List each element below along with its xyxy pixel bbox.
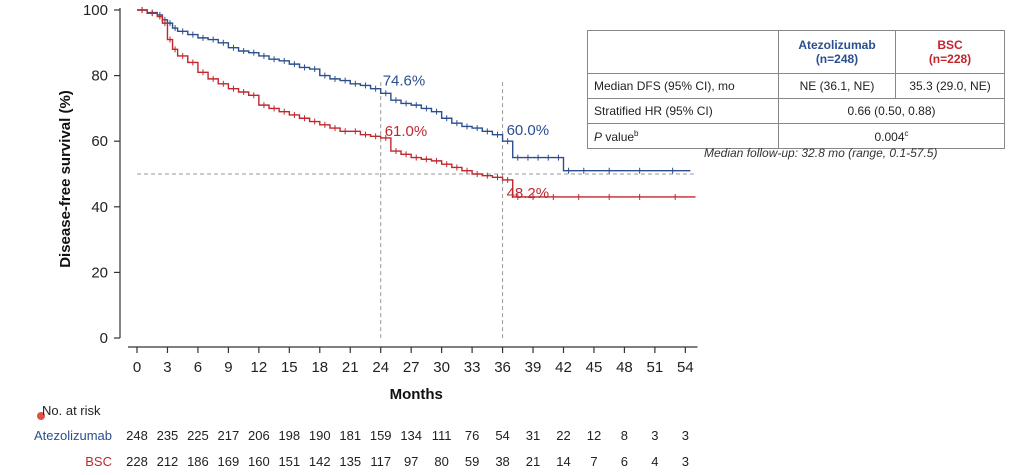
x-tick-label: 15 [281,359,298,376]
x-tick-label: 24 [372,359,389,376]
risk-count-bsc: 7 [590,454,598,469]
risk-count-atezo: 159 [369,428,392,443]
risk-count-bsc: 151 [278,454,301,469]
risk-count-bsc: 186 [187,454,209,469]
risk-count-atezo: 8 [620,428,629,443]
p-value: 0.004c [778,123,1005,149]
hr-label: Stratified HR (95% CI) [587,98,779,124]
annotation-label: 48.2% [507,185,550,202]
risk-count-bsc: 169 [217,454,240,469]
p-label-rest: value [602,129,635,144]
median-dfs-label: Median DFS (95% CI), mo [587,73,779,99]
x-tick-label: 48 [616,359,633,376]
p-value-number: 0.004 [874,129,905,144]
x-tick-label: 36 [494,359,511,376]
km-curve-bsc [137,9,696,198]
risk-count-atezo: 3 [651,428,659,443]
summary-table: Atezolizumab (n=248) BSC (n=228) Median … [587,30,1005,149]
risk-count-bsc: 160 [247,454,270,469]
risk-count-bsc: 97 [403,454,419,469]
y-tick-label: 60 [91,133,108,150]
hr-value: 0.66 (0.50, 0.88) [778,98,1005,124]
risk-marker-dot [37,412,45,420]
risk-count-atezo: 198 [278,428,301,443]
risk-count-bsc: 212 [156,454,179,469]
summary-table-corner [587,30,779,74]
risk-count-atezo: 111 [431,428,452,443]
risk-count-bsc: 3 [681,454,689,469]
x-tick-label: 51 [647,359,664,376]
bsc-header-n: (n=228) [928,52,972,66]
y-axis-label: Disease-free survival (%) [57,90,74,268]
p-label-sup: b [634,128,639,138]
risk-count-atezo: 206 [247,428,270,443]
risk-table-title: No. at risk [42,403,101,418]
p-italic: P [594,129,603,144]
median-followup-note: Median follow-up: 32.8 mo (range, 0.1-57… [704,146,938,160]
risk-count-bsc: 6 [620,454,629,469]
risk-count-atezo: 54 [495,428,510,443]
risk-count-atezo: 31 [525,428,541,443]
risk-count-atezo: 225 [187,428,209,443]
risk-count-bsc: 21 [525,454,541,469]
p-value-sup: c [904,128,909,138]
x-tick-label: 21 [342,359,359,376]
x-tick-label: 3 [163,359,171,376]
atezo-header-n: (n=248) [815,52,859,66]
atezo-header-name: Atezolizumab [798,38,876,52]
x-tick-label: 6 [194,359,202,376]
risk-count-atezo: 22 [556,428,571,443]
x-tick-label: 27 [403,359,420,376]
x-tick-label: 42 [555,359,572,376]
risk-count-bsc: 228 [126,454,148,469]
y-tick-label: 40 [91,199,108,216]
summary-col-atezolizumab: Atezolizumab (n=248) [778,30,896,74]
risk-count-bsc: 135 [339,454,362,469]
risk-count-atezo: 3 [681,428,689,443]
risk-count-bsc: 14 [556,454,571,469]
summary-col-bsc: BSC (n=228) [895,30,1005,74]
y-tick-label: 20 [91,264,108,281]
x-tick-label: 18 [311,359,328,376]
risk-count-bsc: 38 [495,454,510,469]
risk-count-atezo: 190 [308,428,331,443]
x-tick-label: 12 [251,359,268,376]
median-dfs-bsc: 35.3 (29.0, NE) [895,73,1005,99]
x-tick-label: 39 [525,359,542,376]
y-tick-label: 80 [91,68,108,85]
risk-count-atezo: 181 [339,428,362,443]
y-tick-label: 100 [83,2,108,19]
x-tick-label: 0 [133,359,141,376]
annotation-label: 60.0% [507,122,550,139]
risk-count-bsc: 142 [308,454,331,469]
risk-count-atezo: 76 [464,428,480,443]
bsc-header-name: BSC [937,38,963,52]
x-tick-label: 33 [464,359,481,376]
risk-count-bsc: 117 [370,454,392,469]
annotation-label: 61.0% [385,123,428,140]
x-tick-label: 30 [433,359,450,376]
risk-label-bsc: BSC [85,454,112,469]
x-tick-label: 45 [586,359,603,376]
risk-count-atezo: 134 [400,428,423,443]
x-tick-label: 9 [224,359,232,376]
annotation-label: 74.6% [383,72,426,89]
median-dfs-atezo: NE (36.1, NE) [778,73,896,99]
risk-count-atezo: 248 [126,428,148,443]
x-axis-label: Months [390,386,443,403]
risk-count-atezo: 217 [217,428,240,443]
risk-count-atezo: 235 [156,428,179,443]
risk-count-bsc: 59 [464,454,480,469]
p-value-label: P valueb [587,123,779,149]
risk-count-bsc: 80 [434,454,449,469]
risk-count-atezo: 12 [586,428,602,443]
x-tick-label: 54 [677,359,694,376]
y-tick-label: 0 [100,330,108,347]
risk-count-bsc: 4 [651,454,659,469]
risk-label-atezolizumab: Atezolizumab [33,428,112,443]
